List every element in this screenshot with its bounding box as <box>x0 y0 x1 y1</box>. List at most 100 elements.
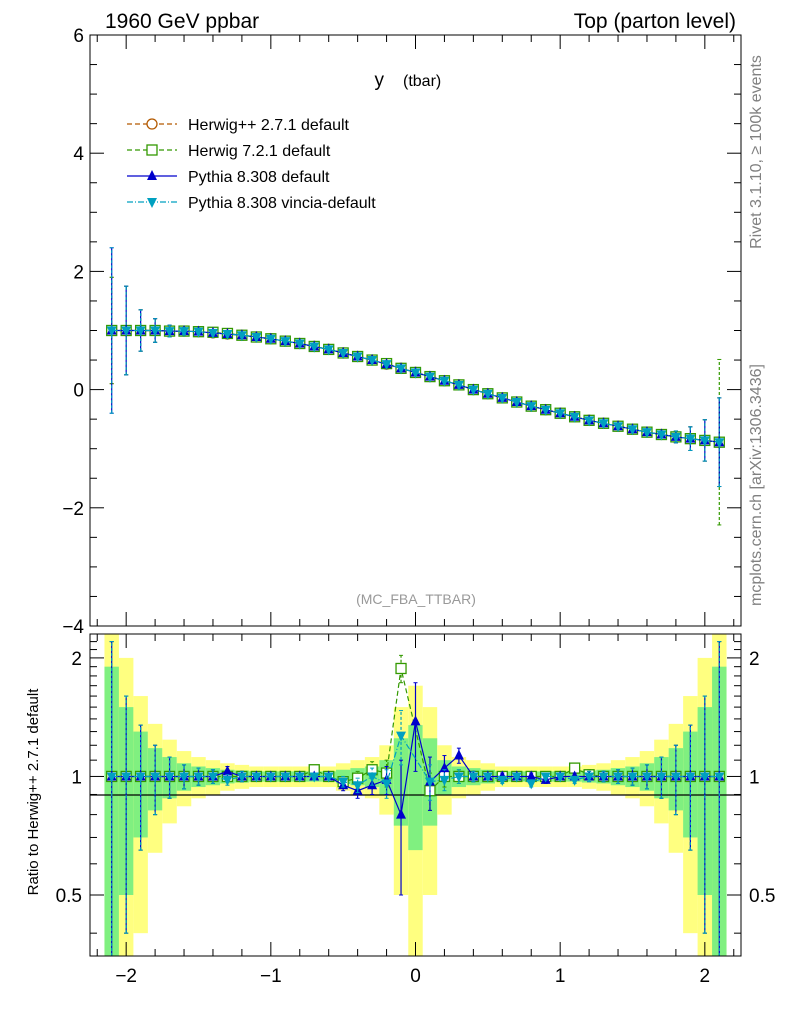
main-ytick-label: −4 <box>62 617 84 638</box>
ratio-marker <box>164 772 175 783</box>
ratio-marker <box>352 781 363 792</box>
ratio-marker <box>396 731 407 742</box>
ratio-marker <box>468 772 479 783</box>
legend: Herwig++ 2.7.1 default Herwig 7.2.1 defau… <box>127 117 376 212</box>
ratio-marker <box>699 772 710 783</box>
main-marker <box>179 327 190 338</box>
main-marker <box>294 339 305 350</box>
main-marker <box>569 412 580 423</box>
ratio-marker <box>439 762 450 773</box>
main-marker <box>468 385 479 396</box>
main-marker <box>265 334 276 345</box>
main-marker <box>656 430 667 441</box>
ratio-marker <box>381 779 392 790</box>
main-marker <box>352 352 363 363</box>
ratio-marker <box>106 772 117 783</box>
main-marker <box>150 326 161 337</box>
main-title: y <box>375 70 385 91</box>
main-marker <box>106 326 117 337</box>
ratio-series <box>106 641 725 957</box>
ratio-marker <box>150 772 161 783</box>
ratio-marker <box>395 662 407 675</box>
ratio-marker <box>613 772 624 783</box>
main-marker <box>338 348 349 359</box>
main-marker <box>323 345 334 356</box>
ratio-marker <box>670 772 681 783</box>
ratio-marker <box>497 775 508 786</box>
ratio-marker <box>439 775 450 786</box>
ratio-ytick-label: 2 <box>71 649 82 670</box>
analysis-label: (MC_FBA_TTBAR) <box>356 591 476 607</box>
ratio-marker <box>338 777 349 788</box>
ratio-ytick-label: 0.5 <box>56 886 82 907</box>
main-marker <box>540 405 551 416</box>
ratio-marker <box>540 772 551 783</box>
ratio-marker <box>121 772 132 783</box>
ratio-ytick-label-right: 0.5 <box>749 886 775 907</box>
main-marker <box>222 330 233 341</box>
rivet-label: Rivet 3.1.10, ≥ 100k events <box>748 55 765 249</box>
main-marker <box>135 326 146 337</box>
legend-marker <box>147 170 157 180</box>
ratio-marker <box>179 772 190 783</box>
ratio-marker <box>135 772 146 783</box>
ratio-marker <box>714 772 725 783</box>
ratio-xtick-label: 0 <box>410 966 421 987</box>
main-series-2 <box>106 247 725 488</box>
main-ytick-label: 4 <box>73 144 84 165</box>
main-marker <box>309 342 320 353</box>
ratio-marker <box>222 765 233 776</box>
main-marker <box>511 398 522 409</box>
main-panel: −4 −2 0 2 4 6 y (tbar) (MC_FBA_TTBAR) Herwig+… <box>62 26 742 638</box>
main-ytick-label: −2 <box>62 499 84 520</box>
main-marker <box>381 360 392 371</box>
main-marker <box>453 380 464 391</box>
ratio-series-2 <box>106 641 725 957</box>
main-marker <box>699 436 710 447</box>
ratio-marker <box>222 775 233 786</box>
main-series-0 <box>106 276 725 488</box>
ratio-marker <box>323 772 334 783</box>
legend-label: Pythia 8.308 default <box>188 169 330 186</box>
main-marker <box>685 434 696 445</box>
ratio-marker <box>251 772 262 783</box>
ratio-marker <box>569 775 580 786</box>
ratio-marker <box>526 770 537 781</box>
main-marker <box>598 419 609 430</box>
main-marker <box>439 376 450 387</box>
main-ytick-label: 0 <box>73 381 84 402</box>
main-marker <box>497 393 508 404</box>
ratio-marker <box>396 808 407 819</box>
main-marker <box>280 337 291 348</box>
main-ticks: −4 −2 0 2 4 6 <box>62 26 741 638</box>
ratio-marker <box>453 749 464 760</box>
header-left: 1960 GeV ppbar <box>105 10 259 33</box>
main-ytick-label: 6 <box>73 26 84 47</box>
main-marker <box>193 327 204 338</box>
ratio-marker <box>367 772 378 783</box>
legend-label: Pythia 8.308 vincia-default <box>188 195 376 212</box>
main-marker <box>424 372 435 383</box>
legend-label: Herwig 7.2.1 default <box>188 143 331 160</box>
ratio-ytick-label-right: 1 <box>749 767 760 788</box>
ratio-marker <box>193 772 204 783</box>
header-right: Top (parton level) <box>574 10 736 33</box>
main-marker <box>410 368 421 379</box>
main-marker <box>555 409 566 420</box>
ratio-ylabel: Ratio to Herwig++ 2.7.1 default <box>25 688 42 896</box>
ratio-xtick-label: 1 <box>555 966 566 987</box>
main-series <box>106 247 725 526</box>
ratio-marker <box>424 777 435 788</box>
ratio-marker <box>555 772 566 783</box>
main-marker <box>627 425 638 436</box>
legend-marker <box>146 118 158 130</box>
mcplots-label: mcplots.cern.ch [arXiv:1306.3436] <box>748 364 765 606</box>
ratio-panel: 0.5 0.5 1 1 2 2 −2 −1 0 1 2 Ratio to Herwig++ 2.7.… <box>25 633 775 987</box>
ratio-marker <box>627 772 638 783</box>
main-marker <box>613 422 624 433</box>
main-series-1 <box>106 276 725 526</box>
legend-marker <box>147 198 157 208</box>
main-marker <box>207 328 218 339</box>
legend-marker <box>146 144 158 156</box>
